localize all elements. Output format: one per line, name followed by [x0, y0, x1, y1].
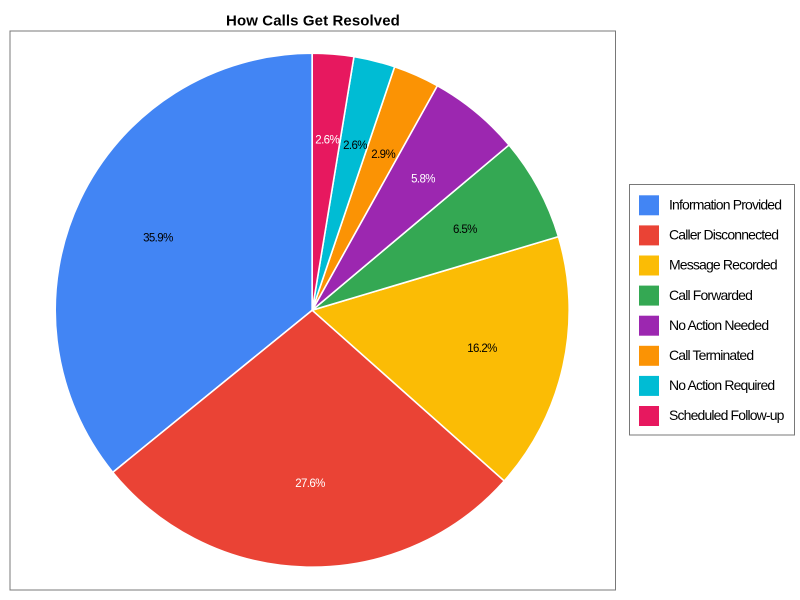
svg-text:2.9%: 2.9% [371, 149, 395, 161]
svg-text:6.5%: 6.5% [453, 224, 477, 236]
svg-text:2.6%: 2.6% [315, 135, 339, 147]
svg-text:No Action Needed: No Action Needed [669, 317, 768, 333]
svg-text:No Action Required: No Action Required [669, 377, 774, 393]
svg-text:5.8%: 5.8% [411, 174, 435, 186]
svg-text:16.2%: 16.2% [467, 343, 497, 355]
svg-text:Call Terminated: Call Terminated [669, 347, 753, 363]
svg-text:Message Recorded: Message Recorded [669, 257, 777, 273]
svg-text:How Calls Get Resolved: How Calls Get Resolved [226, 13, 400, 30]
svg-text:Caller Disconnected: Caller Disconnected [669, 227, 778, 243]
svg-text:Information Provided: Information Provided [669, 197, 781, 213]
svg-text:27.6%: 27.6% [295, 478, 325, 490]
svg-text:Scheduled Follow-up: Scheduled Follow-up [669, 407, 785, 423]
svg-text:Call Forwarded: Call Forwarded [669, 287, 752, 303]
svg-text:2.6%: 2.6% [343, 140, 367, 152]
svg-text:35.9%: 35.9% [143, 233, 173, 245]
